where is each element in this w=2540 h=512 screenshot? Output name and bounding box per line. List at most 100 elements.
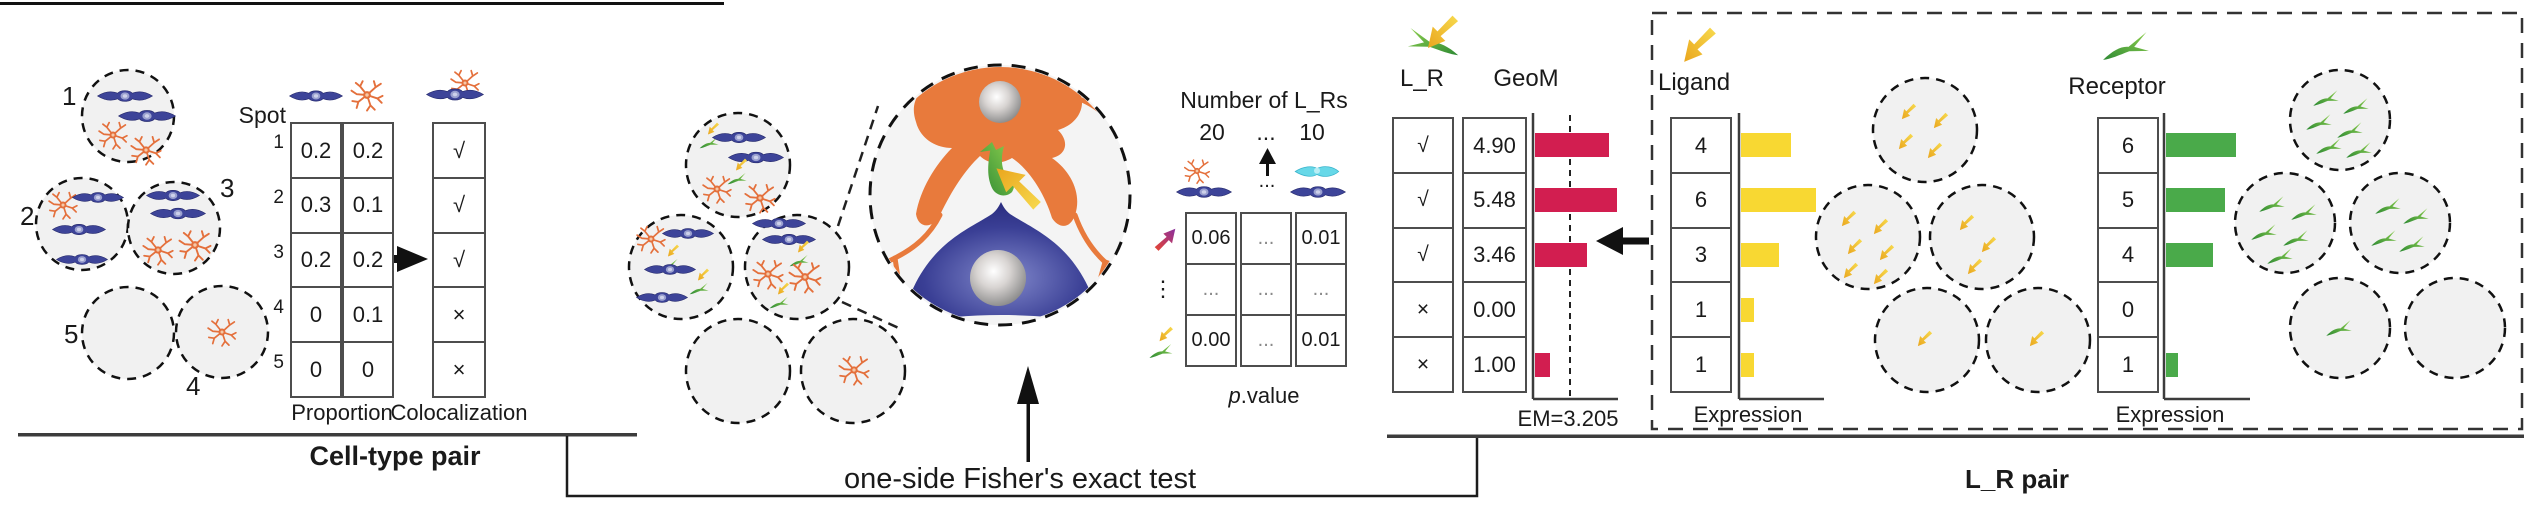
lr-pair-yellow-green-icon: [1149, 327, 1173, 358]
neuron-icon: [752, 218, 806, 229]
geom-bar: [1535, 243, 1587, 267]
spot-circle: [1984, 286, 2092, 394]
receptor-bar: [2166, 353, 2178, 377]
ligand-bar: [1741, 188, 1816, 212]
spot-circle: [2288, 276, 2392, 380]
lr-pair-red-purple-icon: [1154, 228, 1176, 251]
lr-flag-table: √ √ √ × ×: [1392, 117, 1454, 394]
spot-label-1: 1: [62, 81, 77, 111]
receptor-expression-label: Expression: [2115, 402, 2225, 427]
neuron-icon: [662, 228, 714, 239]
lr-column-header: L_R: [1399, 65, 1445, 92]
ligand-header: Ligand: [1658, 69, 1731, 96]
table-cell: 6: [2097, 117, 2159, 174]
receptor-axes: [2162, 113, 2250, 401]
table-cell: 1.00: [1462, 336, 1527, 394]
table-cell: 1: [1670, 281, 1732, 339]
table-cell: ...: [1295, 262, 1347, 316]
table-cell: 0.1: [342, 176, 394, 234]
pvalue-caption-value: .value: [1240, 383, 1300, 408]
neuron-pair-icon: [426, 88, 484, 101]
table-cell: 0: [342, 341, 394, 399]
receptor-spot-cluster: [2233, 68, 2507, 380]
ligand-expression-label: Expression: [1693, 402, 1803, 427]
spot-label-2: 2: [20, 201, 35, 231]
table-cell: 0.2: [290, 231, 342, 289]
proportion-table-col2: 0.2 0.1 0.2 0.1 0: [342, 122, 394, 399]
ligand-bar: [1741, 298, 1754, 322]
table-cell: 0.06: [1185, 212, 1237, 265]
ligand-spot-cluster: [1814, 76, 2092, 394]
receptor-header-icon: [2103, 32, 2149, 60]
geom-column-header: GeoM: [1493, 65, 1559, 92]
table-cell: √: [1392, 117, 1454, 174]
row-label: 4: [273, 297, 284, 318]
proportion-label: Proportion: [291, 400, 393, 425]
neuron-pair-icon: [1176, 186, 1232, 198]
row-label: 5: [273, 352, 284, 373]
spot-circle-5: [80, 285, 176, 381]
neuron-icon: [644, 264, 696, 275]
lr-pair-section-label: L_R pair: [1964, 464, 2070, 494]
table-cell: 1: [2097, 336, 2159, 394]
lrs-tick-10: 10: [1299, 119, 1325, 145]
neuron-icon: [146, 190, 200, 201]
table-cell: ...: [1240, 212, 1292, 265]
table-cell: 0.01: [1295, 313, 1347, 367]
ligand-bar: [1741, 133, 1791, 157]
pvalue-table-col2: ... ... ...: [1240, 212, 1292, 367]
spot-circle: [2403, 276, 2507, 380]
left-arrow-icon: [1596, 227, 1649, 255]
dots-below-arrow: ...: [1258, 170, 1276, 192]
fisher-test-label: one-side Fisher's exact test: [843, 463, 1197, 495]
table-cell: 0.2: [290, 122, 342, 179]
table-cell: 0.2: [342, 122, 394, 179]
table-cell: ...: [1185, 262, 1237, 316]
spot-circle: [684, 317, 792, 425]
receptor-bar: [2166, 188, 2225, 212]
table-cell: ...: [1240, 313, 1292, 367]
spot-label-5: 5: [64, 319, 79, 349]
spot-circle: [1928, 183, 2036, 291]
colocalization-table: √ √ √ × ×: [432, 122, 486, 399]
table-cell: 0.3: [290, 176, 342, 234]
neuron-column-icon: [289, 90, 343, 102]
ligand-value-table: 4 6 3 1 1: [1670, 117, 1732, 394]
ligand-bar: [1741, 353, 1754, 377]
geom-value-table: 4.90 5.48 3.46 0.00 1.00: [1462, 117, 1527, 394]
spot-circle: [2233, 171, 2337, 275]
table-cell: ×: [1392, 336, 1454, 394]
neuron-icon: [728, 151, 784, 164]
table-cell: 3.46: [1462, 226, 1527, 284]
table-cell: 0.1: [342, 286, 394, 344]
fisher-up-arrow-icon: [1017, 366, 1039, 462]
section-rules: [18, 433, 2524, 438]
top-rule: [0, 2, 724, 5]
row-label: 3: [273, 242, 284, 263]
table-cell: 0: [2097, 281, 2159, 339]
table-cell: √: [432, 231, 486, 289]
row-label: 1: [273, 132, 284, 153]
pvalue-caption: p.value: [1229, 383, 1300, 408]
table-cell: 0: [290, 286, 342, 344]
table-cell: 5: [2097, 171, 2159, 229]
spot-corner-label: Spot: [238, 102, 286, 128]
spot-label-3: 3: [220, 173, 235, 203]
table-cell: 5.48: [1462, 171, 1527, 229]
lrs-tick-20: 20: [1199, 119, 1225, 145]
neuron-icon: [72, 192, 124, 203]
neuron-icon: [636, 292, 688, 303]
cell-type-pair-section-label: Cell-type pair: [309, 441, 481, 471]
table-cell: 6: [1670, 171, 1732, 229]
table-cell: 0.00: [1185, 313, 1237, 367]
spot-circle: [1814, 183, 1922, 291]
spot-circle: [2288, 68, 2392, 172]
astrocyte-pair-icon: [1183, 159, 1211, 185]
receptor-header: Receptor: [2068, 73, 2166, 100]
table-cell: √: [432, 176, 486, 234]
cell-type-pair-rule: [18, 433, 637, 437]
table-cell: 0.00: [1462, 281, 1527, 339]
pvalue-table-col1: 0.06 ... 0.00: [1185, 212, 1237, 367]
receptor-bar: [2166, 243, 2213, 267]
table-cell: 1: [1670, 336, 1732, 394]
